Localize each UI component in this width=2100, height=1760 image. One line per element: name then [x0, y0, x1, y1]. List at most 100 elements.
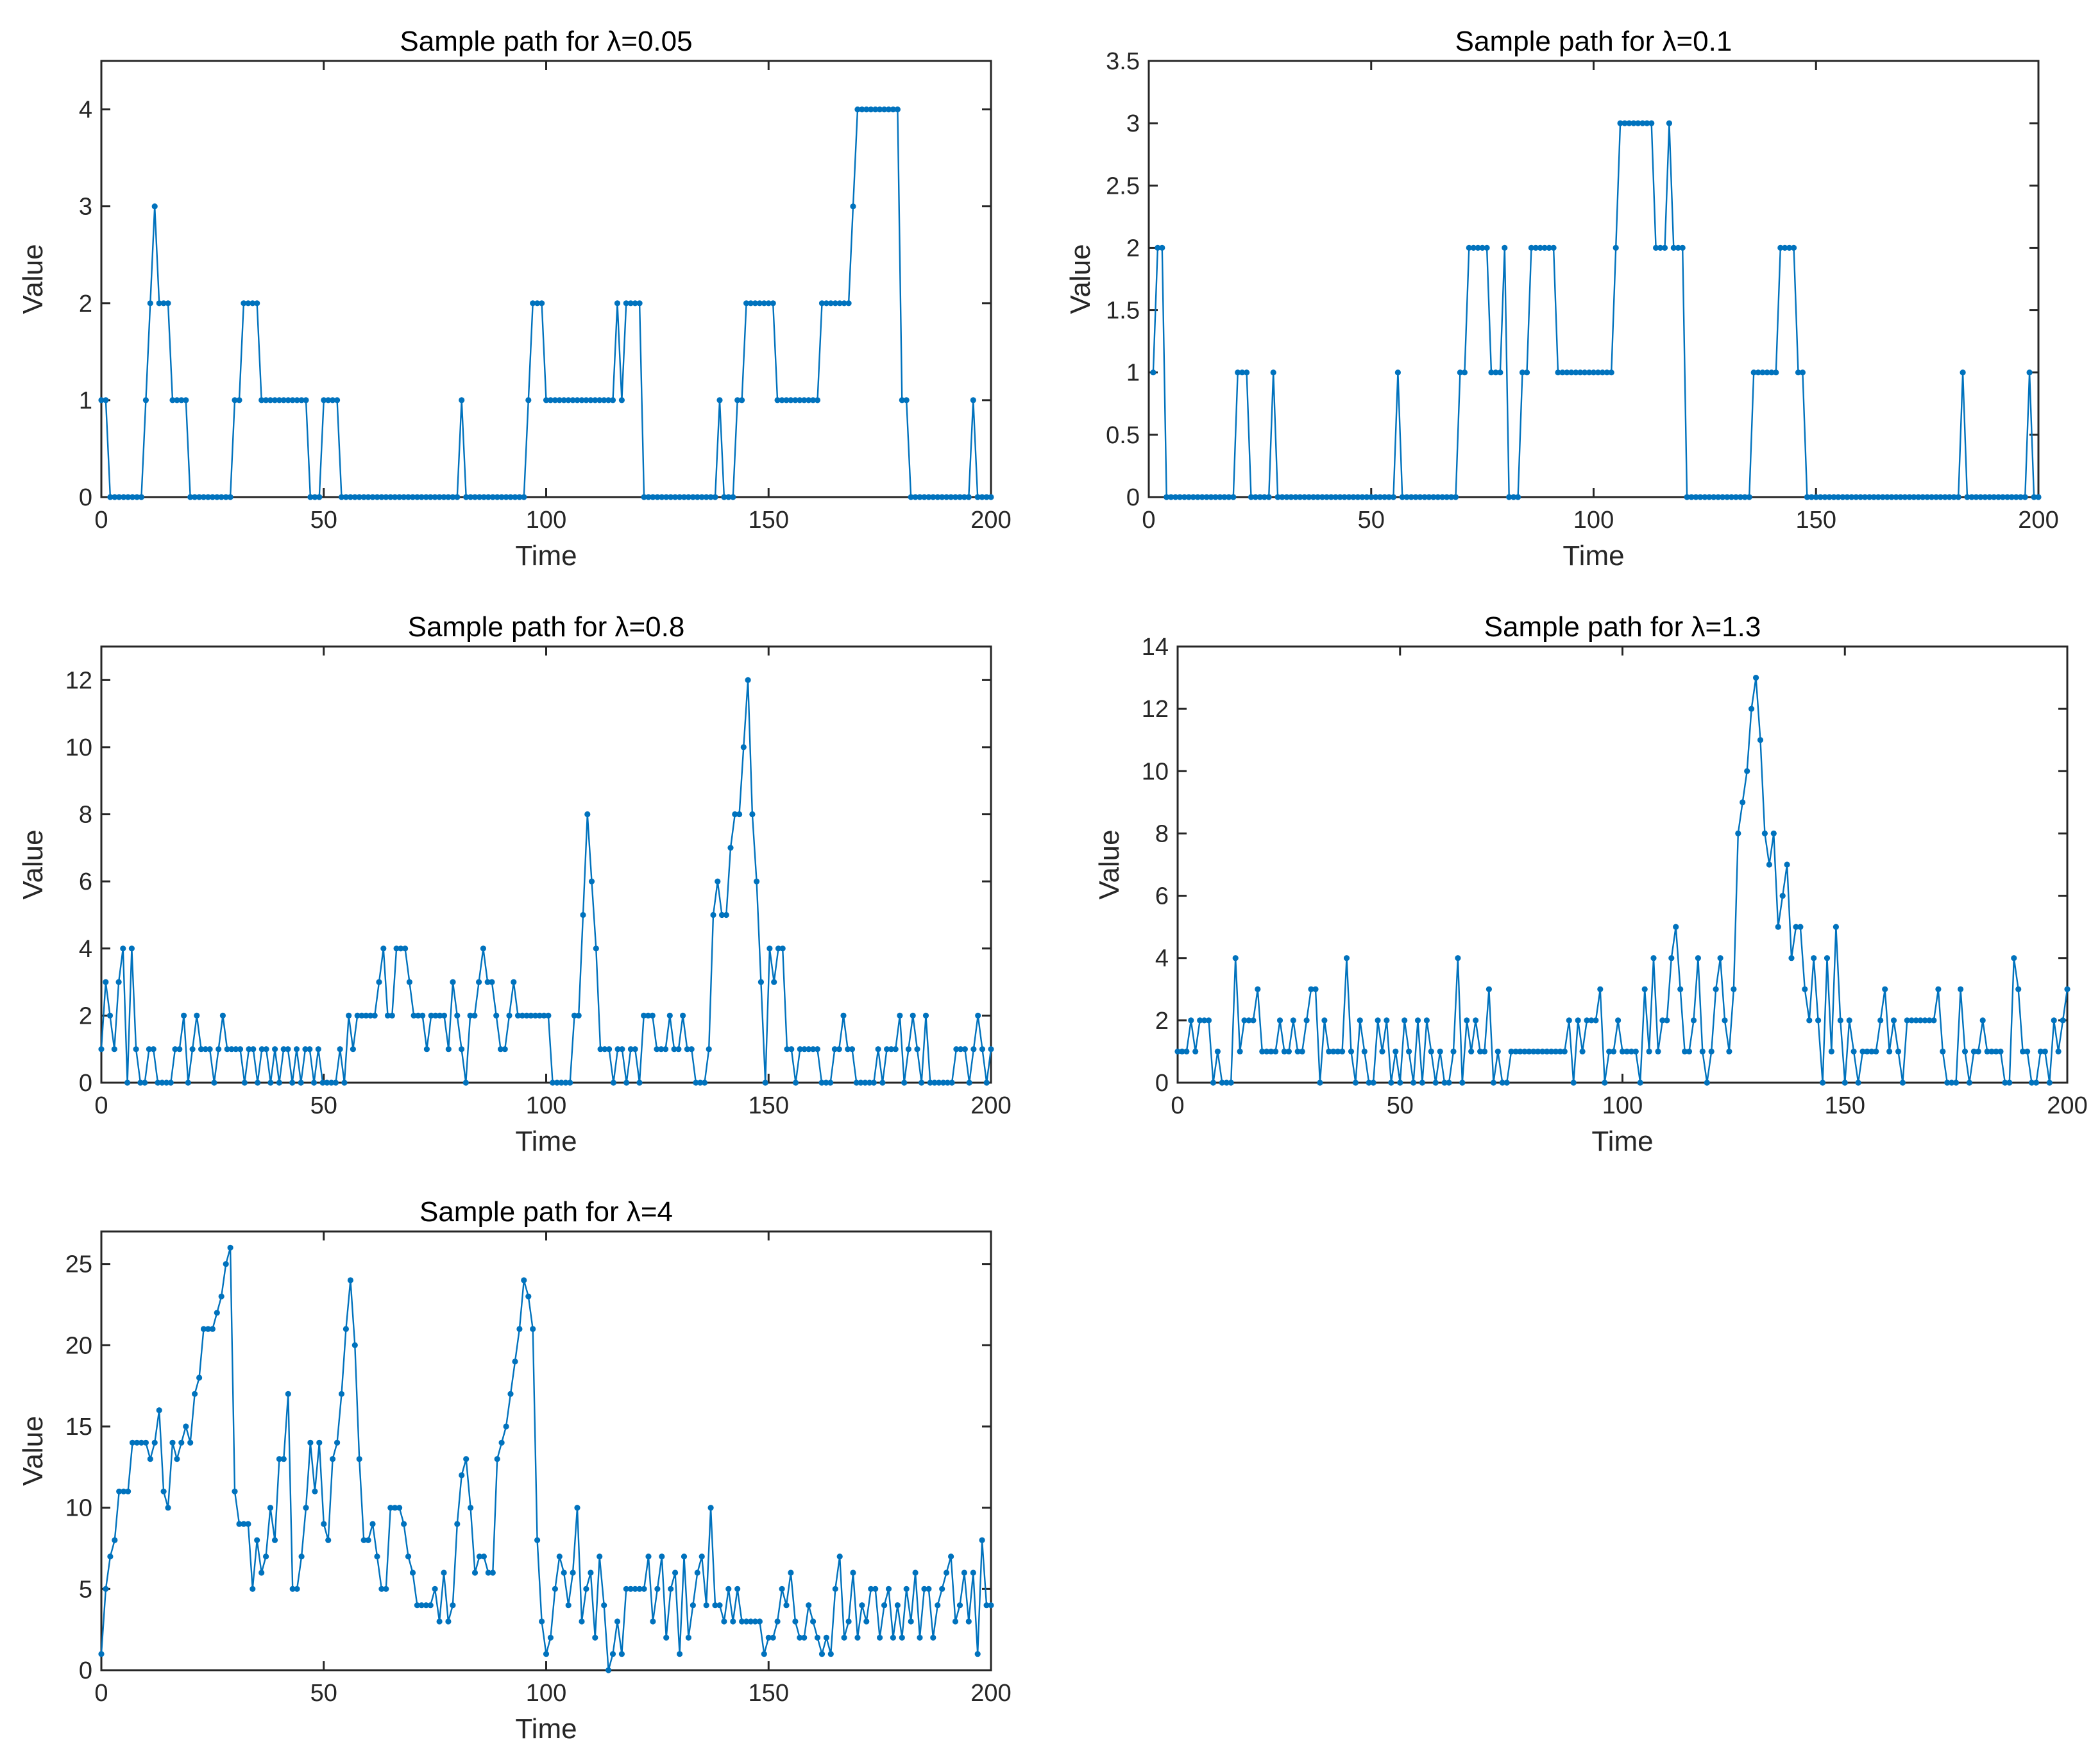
- data-point: [601, 397, 607, 403]
- data-point: [471, 1012, 478, 1019]
- data-point: [369, 1521, 376, 1527]
- data-point: [953, 1046, 960, 1053]
- data-point: [988, 494, 994, 500]
- data-point: [115, 979, 122, 985]
- data-point: [693, 1079, 699, 1086]
- data-point: [1908, 1017, 1915, 1024]
- data-point: [187, 494, 194, 500]
- data-point: [1924, 494, 1931, 500]
- data-point: [2015, 986, 2022, 992]
- data-point: [672, 1570, 679, 1576]
- y-tick-label: 8: [79, 802, 92, 829]
- data-point: [142, 397, 149, 403]
- x-tick-label: 0: [94, 1092, 108, 1119]
- data-point: [1953, 1079, 1960, 1086]
- data-point: [254, 1537, 260, 1543]
- data-point: [592, 1634, 598, 1641]
- data-point: [922, 1012, 929, 1019]
- data-point: [516, 494, 523, 500]
- data-point: [107, 494, 114, 500]
- data-point: [814, 1046, 820, 1053]
- data-point: [836, 1046, 842, 1053]
- x-tick-label: 200: [970, 1092, 1011, 1119]
- data-point: [792, 397, 799, 403]
- data-point: [1735, 830, 1741, 836]
- data-point: [521, 1277, 527, 1283]
- data-point: [402, 945, 409, 952]
- data-point: [875, 1046, 881, 1053]
- chart-panel-1: 0 50 100 150 200 0 1 2 3 4 Sample path for λ=0.05 T…: [17, 26, 1012, 571]
- data-point: [146, 1046, 152, 1053]
- data-point: [552, 397, 559, 403]
- data-point: [128, 945, 135, 952]
- data-point: [1588, 1017, 1595, 1024]
- data-point: [1317, 1079, 1323, 1086]
- data-point: [1261, 494, 1267, 500]
- data-point: [926, 1586, 932, 1592]
- data-point: [503, 494, 509, 500]
- data-point: [216, 1046, 222, 1053]
- data-point: [254, 300, 260, 307]
- data-point: [1906, 494, 1913, 500]
- data-point: [360, 494, 367, 500]
- data-point: [1297, 494, 1303, 500]
- data-point: [974, 494, 981, 500]
- data-point: [912, 494, 919, 500]
- data-point: [1566, 1017, 1572, 1024]
- data-point: [1602, 1079, 1608, 1086]
- data-point: [255, 1079, 261, 1086]
- data-point: [961, 1046, 968, 1053]
- data-point: [172, 1046, 178, 1053]
- data-point: [1343, 955, 1350, 961]
- data-point: [872, 1586, 879, 1592]
- data-point: [1375, 1017, 1381, 1024]
- data-point: [659, 494, 665, 500]
- data-point: [165, 300, 171, 307]
- data-point: [1593, 1017, 1599, 1024]
- data-point: [765, 300, 772, 307]
- data-point: [189, 1046, 196, 1053]
- data-point: [979, 494, 985, 500]
- data-point: [502, 1046, 508, 1053]
- data-point: [120, 945, 126, 952]
- data-point: [627, 1586, 634, 1592]
- data-point: [387, 494, 394, 500]
- data-point: [1373, 494, 1379, 500]
- data-point: [328, 1079, 335, 1086]
- data-point: [2020, 1048, 2026, 1054]
- x-tick-label: 100: [526, 507, 566, 534]
- data-point: [409, 1570, 416, 1576]
- data-point: [827, 300, 834, 307]
- data-point: [214, 1310, 220, 1316]
- data-point: [681, 1553, 688, 1560]
- data-point: [541, 1012, 547, 1019]
- data-point: [389, 1012, 395, 1019]
- data-point: [1548, 1048, 1555, 1054]
- data-point: [98, 397, 105, 403]
- chart-title: Sample path for λ=0.05: [400, 26, 692, 57]
- data-point: [1523, 369, 1530, 376]
- data-point: [956, 1602, 963, 1609]
- data-point: [734, 1586, 741, 1592]
- data-point: [511, 979, 517, 985]
- data-point: [716, 397, 723, 403]
- data-point: [293, 1046, 300, 1053]
- data-point: [739, 1618, 745, 1625]
- data-point: [1617, 120, 1623, 126]
- data-point: [703, 1602, 709, 1609]
- data-point: [271, 397, 278, 403]
- data-point: [1650, 955, 1657, 961]
- y-axis-label: Value: [1065, 244, 1096, 314]
- data-point: [939, 494, 945, 500]
- data-point: [784, 1046, 790, 1053]
- data-point: [1352, 1079, 1359, 1086]
- data-point: [468, 1505, 474, 1511]
- y-tick-label: 4: [1155, 945, 1169, 972]
- data-point: [1228, 1079, 1234, 1086]
- data-point: [1390, 494, 1396, 500]
- data-point: [956, 494, 963, 500]
- data-point: [1470, 244, 1477, 251]
- data-point: [1497, 369, 1503, 376]
- data-point: [1984, 1048, 1990, 1054]
- data-point: [347, 494, 354, 500]
